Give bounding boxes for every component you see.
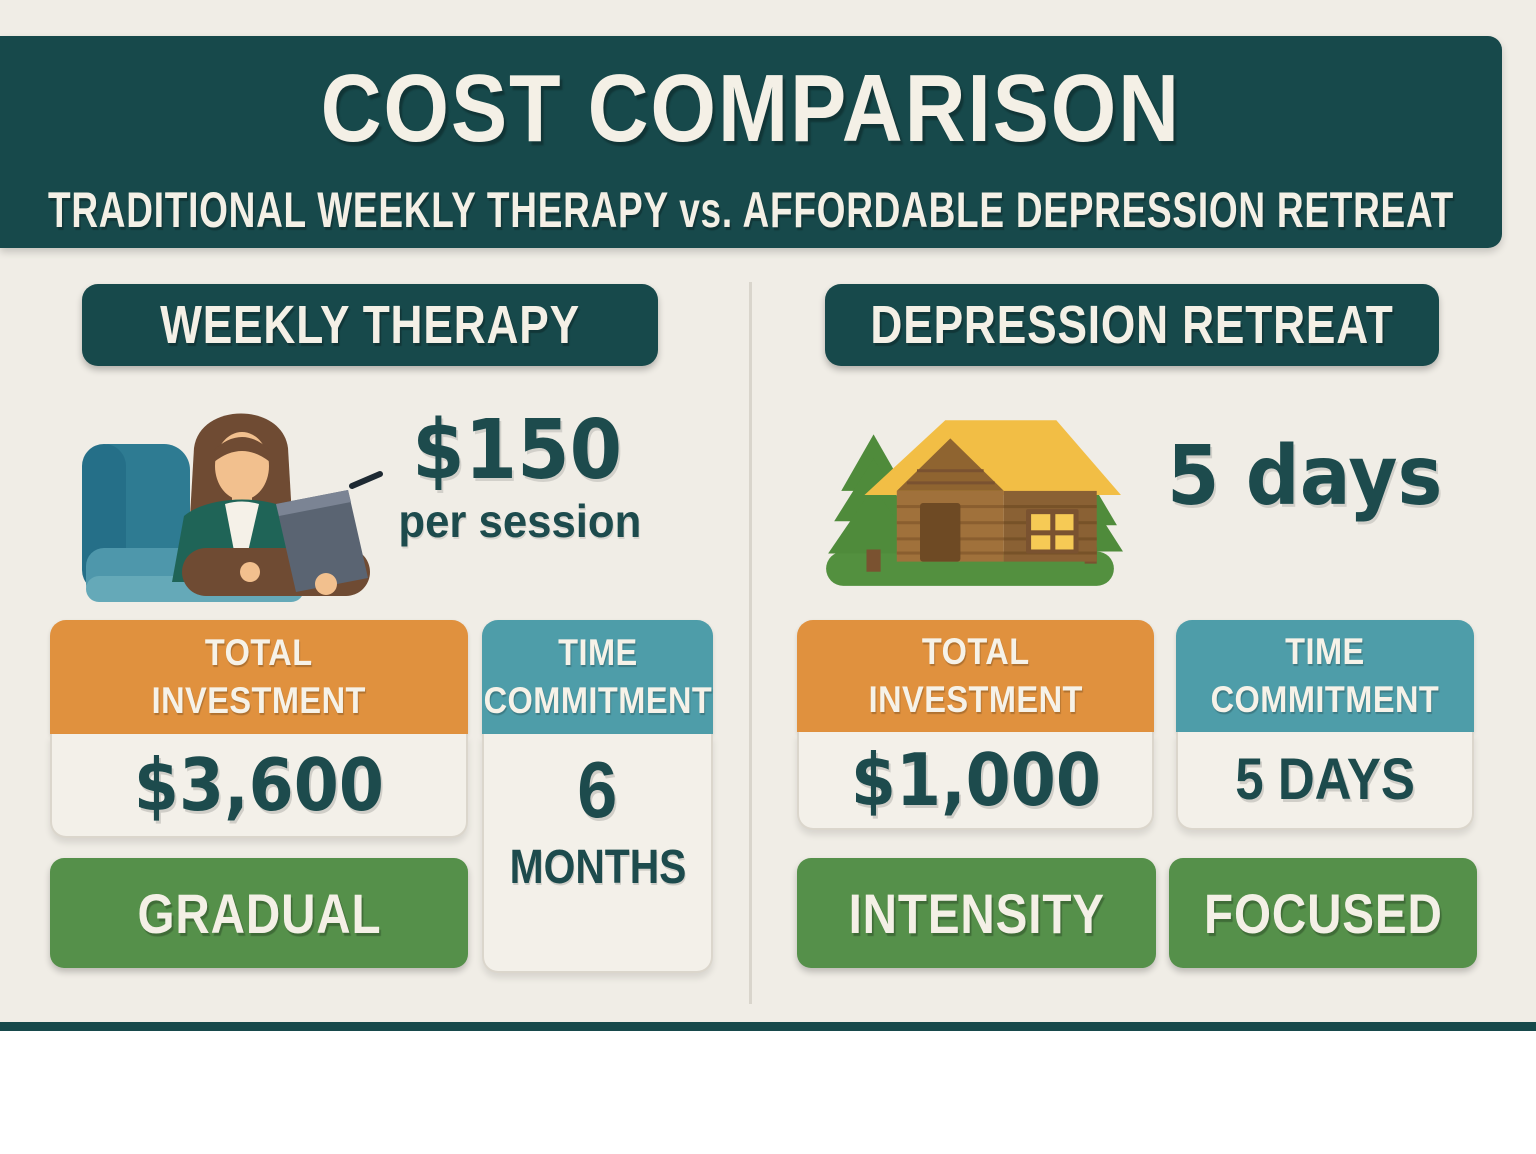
focused-tag-label: FOCUSED [1203, 881, 1443, 945]
left-total-investment-value: $3,600 [133, 743, 385, 827]
left-time-commitment-value-main: 6 [577, 745, 618, 834]
left-time-commitment-body: 6 MONTHS [482, 734, 713, 973]
session-price-block: $150 per session [392, 410, 642, 547]
gradual-tag-label: GRADUAL [137, 881, 381, 945]
retreat-duration-value: 5 days [1166, 429, 1443, 524]
footer: Within within.center W [0, 1031, 1536, 1154]
focused-tag: FOCUSED [1169, 858, 1477, 968]
intensity-tag-label: INTENSITY [848, 881, 1105, 945]
left-total-investment-header: TOTAL INVESTMENT [50, 620, 468, 734]
left-time-commitment-label: TIME COMMITMENT [483, 631, 712, 721]
right-time-commitment-card: TIME COMMITMENT 5 DAYS [1176, 620, 1474, 830]
therapist-icon [82, 413, 383, 602]
right-column-title: DEPRESSION RETREAT [870, 295, 1394, 355]
left-total-investment-card: TOTAL INVESTMENT $3,600 [50, 620, 468, 838]
left-column-title: WEEKLY THERAPY [160, 295, 580, 355]
left-total-investment-body: $3,600 [50, 734, 468, 838]
column-divider [749, 282, 752, 1004]
left-time-commitment-header: TIME COMMITMENT [482, 620, 713, 734]
intensity-tag: INTENSITY [797, 858, 1156, 968]
right-total-investment-body: $1,000 [797, 732, 1154, 830]
page-title: COST COMPARISON [320, 55, 1182, 162]
cabin-illustration [816, 398, 1124, 600]
right-time-commitment-value: 5 DAYS [1235, 747, 1415, 812]
retreat-duration-block: 5 days [1155, 436, 1445, 518]
session-price-value: $150 [412, 403, 622, 498]
session-price-caption: per session [398, 495, 642, 547]
right-time-commitment-label: TIME COMMITMENT [1210, 630, 1440, 720]
bottom-accent-bar [0, 1022, 1536, 1031]
right-column-header: DEPRESSION RETREAT [825, 284, 1439, 366]
cabin-icon [826, 420, 1123, 586]
therapist-illustration [64, 386, 402, 618]
right-time-commitment-header: TIME COMMITMENT [1176, 620, 1474, 732]
right-time-commitment-body: 5 DAYS [1176, 732, 1474, 830]
page-subtitle: TRADITIONAL WEEKLY THERAPY vs. AFFORDABL… [48, 182, 1455, 238]
right-total-investment-value: $1,000 [850, 738, 1101, 822]
right-total-investment-card: TOTAL INVESTMENT $1,000 [797, 620, 1154, 830]
header-banner: COST COMPARISON TRADITIONAL WEEKLY THERA… [0, 36, 1502, 248]
left-time-commitment-card: TIME COMMITMENT 6 MONTHS [482, 620, 713, 973]
left-time-commitment-value-sub: MONTHS [509, 841, 686, 894]
gradual-tag: GRADUAL [50, 858, 468, 968]
left-total-investment-label: TOTAL INVESTMENT [151, 631, 367, 721]
left-column-header: WEEKLY THERAPY [82, 284, 658, 366]
right-total-investment-label: TOTAL INVESTMENT [868, 630, 1083, 720]
right-total-investment-header: TOTAL INVESTMENT [797, 620, 1154, 732]
